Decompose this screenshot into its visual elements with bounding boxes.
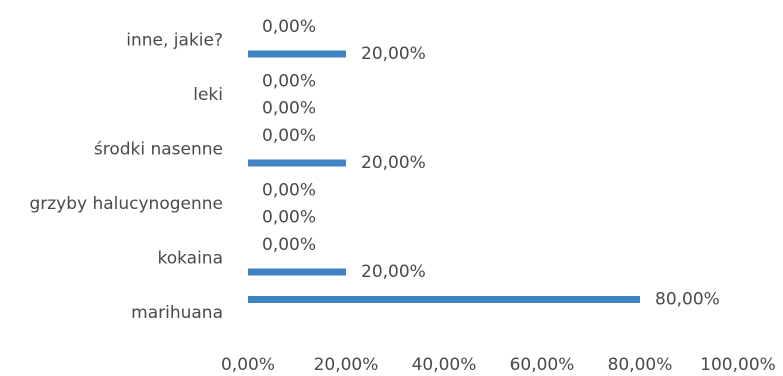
category-label: leki	[193, 85, 223, 105]
category-label: grzyby halucynogenne	[29, 194, 223, 214]
data-label: 0,00%	[262, 208, 316, 228]
x-tick-label: 80,00%	[608, 355, 673, 375]
category-label: kokaina	[157, 249, 223, 269]
category-label: środki nasenne	[94, 140, 223, 160]
bar	[248, 268, 346, 276]
x-tick-label: 100,00%	[700, 355, 776, 375]
bar	[248, 50, 346, 58]
x-tick-label: 60,00%	[510, 355, 575, 375]
data-label: 0,00%	[262, 17, 316, 37]
category-label: inne, jakie?	[126, 31, 223, 51]
bar	[248, 159, 346, 167]
data-label: 20,00%	[361, 262, 426, 282]
data-label: 20,00%	[361, 153, 426, 173]
data-label: 0,00%	[262, 181, 316, 201]
data-label: 20,00%	[361, 44, 426, 64]
category-label: marihuana	[131, 303, 223, 323]
data-label: 0,00%	[262, 72, 316, 92]
data-label: 0,00%	[262, 126, 316, 146]
bar	[248, 296, 640, 303]
data-label: 0,00%	[262, 235, 316, 255]
x-tick-label: 40,00%	[412, 355, 477, 375]
x-tick-label: 0,00%	[221, 355, 275, 375]
data-label: 0,00%	[262, 99, 316, 119]
x-tick-label: 20,00%	[314, 355, 379, 375]
data-label: 80,00%	[655, 290, 720, 310]
